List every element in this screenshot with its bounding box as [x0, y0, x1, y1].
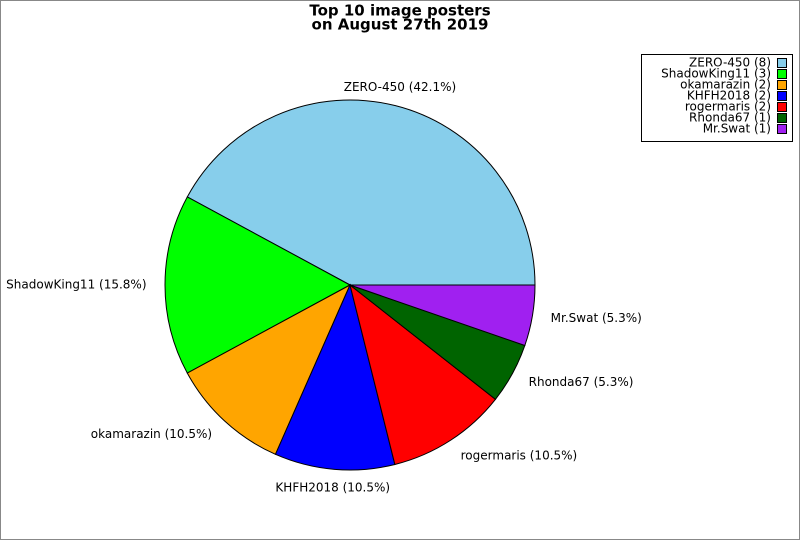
legend-label: ZERO-450 (8) [689, 56, 771, 70]
legend-label: rogermaris (2) [685, 100, 771, 114]
legend-label: KHFH2018 (2) [687, 89, 771, 103]
pie-slice [349, 284, 536, 347]
chart-title: Top 10 image posters [309, 2, 490, 20]
legend-swatch [777, 124, 787, 134]
legend-swatch [777, 58, 787, 68]
pie-slice [186, 99, 536, 286]
legend-label: Mr.Swat (1) [703, 122, 771, 136]
slice-label: ZERO-450 (42.1%) [344, 80, 456, 94]
pie-slice [274, 283, 396, 471]
legend: ZERO-450 (8)ShadowKing11 (3)okamarazin (… [641, 54, 793, 142]
pie-slice [349, 283, 497, 466]
legend-label: Rhonda67 (1) [689, 111, 771, 125]
slice-label: ShadowKing11 (15.8%) [6, 278, 146, 292]
legend-swatch [777, 102, 787, 112]
pie-slice [164, 196, 352, 374]
chart-title: on August 27th 2019 [312, 16, 489, 34]
slice-label: Mr.Swat (5.3%) [551, 311, 642, 325]
legend-swatch [777, 69, 787, 79]
slice-label: Rhonda67 (5.3%) [529, 375, 634, 389]
slice-label: rogermaris (10.5%) [461, 448, 578, 462]
legend-swatch [777, 91, 787, 101]
legend-box [641, 54, 793, 142]
legend-swatch [777, 80, 787, 90]
slice-label: okamarazin (10.5%) [91, 427, 212, 441]
slice-label: KHFH2018 (10.5%) [275, 480, 390, 494]
legend-label: okamarazin (2) [680, 78, 771, 92]
legend-swatch [777, 113, 787, 123]
legend-label: ShadowKing11 (3) [661, 67, 771, 81]
pie-slice [186, 283, 352, 455]
